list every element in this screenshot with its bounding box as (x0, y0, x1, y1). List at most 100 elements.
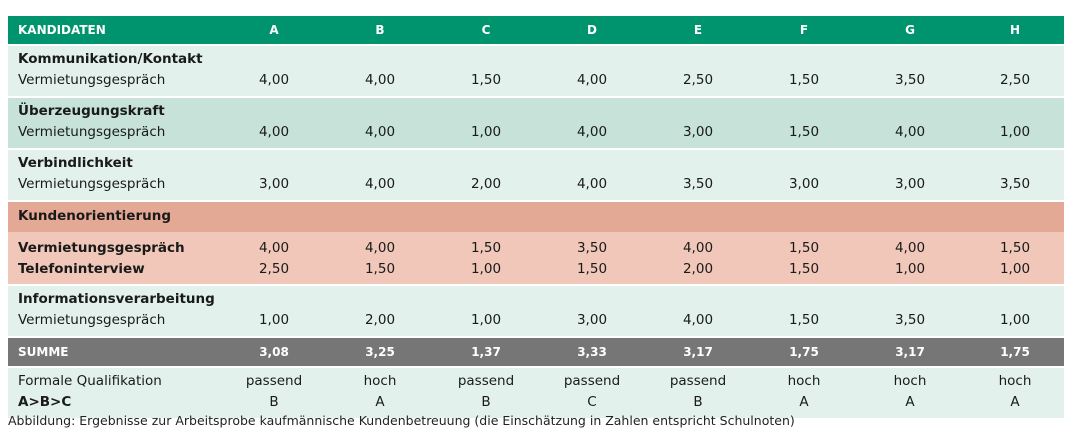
summe-value: 1,75 (1000, 345, 1030, 359)
figure-caption: Abbildung: Ergebnisse zur Arbeitsprobe k… (8, 413, 795, 428)
value-cell: 1,50 (364, 261, 396, 277)
qualifikation-grade: A (905, 394, 915, 410)
value-cell: 3,00 (258, 176, 290, 192)
value-cell: 4,00 (576, 124, 608, 140)
qualifikation-level: hoch (363, 373, 397, 389)
value-cell: 1,00 (894, 261, 926, 277)
header-candidate-c: C (481, 23, 491, 37)
summe-value: 3,17 (683, 345, 713, 359)
value-cell: 4,00 (258, 124, 290, 140)
row-subtitle: Vermietungsgespräch (18, 72, 166, 88)
summe-value: 3,33 (577, 345, 607, 359)
header-candidate-f: F (799, 23, 809, 37)
header-candidate-h: H (1009, 23, 1021, 37)
row-ueberzeugungskraft: Überzeugungskraft Vermietungsgespräch 4,… (8, 98, 1064, 148)
value-cell: 3,50 (999, 176, 1031, 192)
value-cell: 1,00 (470, 261, 502, 277)
value-cell: 1,50 (576, 261, 608, 277)
row-informationsverarbeitung: Informationsverarbeitung Vermietungsgesp… (8, 286, 1064, 336)
summe-label: SUMME (18, 345, 69, 359)
value-cell: 3,00 (788, 176, 820, 192)
qualifikation-grade: B (269, 394, 279, 410)
header-candidate-e: E (693, 23, 703, 37)
kundenorientierung-body: Vermietungsgespräch 4,00 4,00 1,50 3,50 … (8, 232, 1064, 284)
qualifikation-level: hoch (787, 373, 821, 389)
value-cell: 4,00 (576, 176, 608, 192)
table-header: KANDIDATEN A B C D E F G H (8, 16, 1064, 44)
value-cell: 1,00 (470, 124, 502, 140)
value-cell: 3,50 (576, 240, 608, 256)
qualifikation-grade: B (481, 394, 491, 410)
qualifikation-grade: C (587, 394, 597, 410)
header-candidate-g: G (905, 23, 915, 37)
value-cell: 1,50 (470, 240, 502, 256)
value-cell: 1,00 (999, 261, 1031, 277)
value-cell: 3,00 (894, 176, 926, 192)
row-subtitle: Vermietungsgespräch (18, 124, 166, 140)
qualifikation-level: passend (457, 373, 515, 389)
value-cell: 3,50 (894, 312, 926, 328)
header-candidate-d: D (587, 23, 597, 37)
results-table: KANDIDATEN A B C D E F G H Kommunikation… (8, 16, 1064, 418)
value-cell: 4,00 (258, 240, 290, 256)
summe-value: 1,37 (471, 345, 501, 359)
value-cell: 4,00 (258, 72, 290, 88)
value-cell: 1,50 (788, 72, 820, 88)
value-cell: 4,00 (682, 312, 714, 328)
qualifikation-grade: B (693, 394, 703, 410)
value-cell: 2,50 (258, 261, 290, 277)
qualifikation-level: passend (245, 373, 303, 389)
kundenorientierung-header: Kundenorientierung (8, 202, 1064, 232)
value-cell: 4,00 (364, 124, 396, 140)
value-cell: 3,00 (576, 312, 608, 328)
value-cell: 4,00 (576, 72, 608, 88)
summe-value: 1,75 (789, 345, 819, 359)
value-cell: 1,00 (470, 312, 502, 328)
value-cell: 4,00 (894, 124, 926, 140)
row-subtitle: Telefoninterview (18, 261, 145, 277)
value-cell: 1,50 (999, 240, 1031, 256)
value-cell: 1,50 (470, 72, 502, 88)
header-label: KANDIDATEN (18, 23, 106, 37)
row-title: Überzeugungskraft (18, 103, 165, 119)
value-cell: 4,00 (364, 240, 396, 256)
value-cell: 1,00 (999, 312, 1031, 328)
row-title: Kommunikation/Kontakt (18, 51, 203, 67)
row-title: Verbindlichkeit (18, 155, 133, 171)
row-verbindlichkeit: Verbindlichkeit Vermietungsgespräch 3,00… (8, 150, 1064, 200)
value-cell: 2,00 (470, 176, 502, 192)
qualifikation-row: Formale Qualifikation A>B>C passend hoch… (8, 368, 1064, 418)
qualifikation-label: Formale Qualifikation (18, 373, 162, 389)
value-cell: 4,00 (364, 72, 396, 88)
value-cell: 1,50 (788, 261, 820, 277)
value-cell: 1,50 (788, 124, 820, 140)
row-subtitle: Vermietungsgespräch (18, 240, 185, 256)
kundenorientierung-title: Kundenorientierung (18, 208, 171, 224)
value-cell: 4,00 (682, 240, 714, 256)
qualifikation-level: hoch (893, 373, 927, 389)
value-cell: 2,50 (999, 72, 1031, 88)
row-subtitle: Vermietungsgespräch (18, 176, 166, 192)
value-cell: 3,50 (682, 176, 714, 192)
summe-value: 3,25 (365, 345, 395, 359)
header-candidate-a: A (269, 23, 279, 37)
qualifikation-level: passend (669, 373, 727, 389)
summe-row: SUMME 3,08 3,25 1,37 3,33 3,17 1,75 3,17… (8, 338, 1064, 366)
value-cell: 1,00 (999, 124, 1031, 140)
qualifikation-grade: A (375, 394, 385, 410)
qualifikation-level: passend (563, 373, 621, 389)
summe-value: 3,08 (259, 345, 289, 359)
header-candidate-b: B (375, 23, 385, 37)
value-cell: 4,00 (894, 240, 926, 256)
qualifikation-grade: A (1010, 394, 1020, 410)
qualifikation-level: hoch (998, 373, 1032, 389)
row-title: Informationsverarbeitung (18, 291, 215, 307)
value-cell: 1,50 (788, 312, 820, 328)
value-cell: 1,50 (788, 240, 820, 256)
value-cell: 2,00 (682, 261, 714, 277)
row-kommunikation: Kommunikation/Kontakt Vermietungsgespräc… (8, 46, 1064, 96)
summe-value: 3,17 (895, 345, 925, 359)
value-cell: 2,50 (682, 72, 714, 88)
qualifikation-sublabel: A>B>C (18, 394, 72, 410)
value-cell: 3,50 (894, 72, 926, 88)
